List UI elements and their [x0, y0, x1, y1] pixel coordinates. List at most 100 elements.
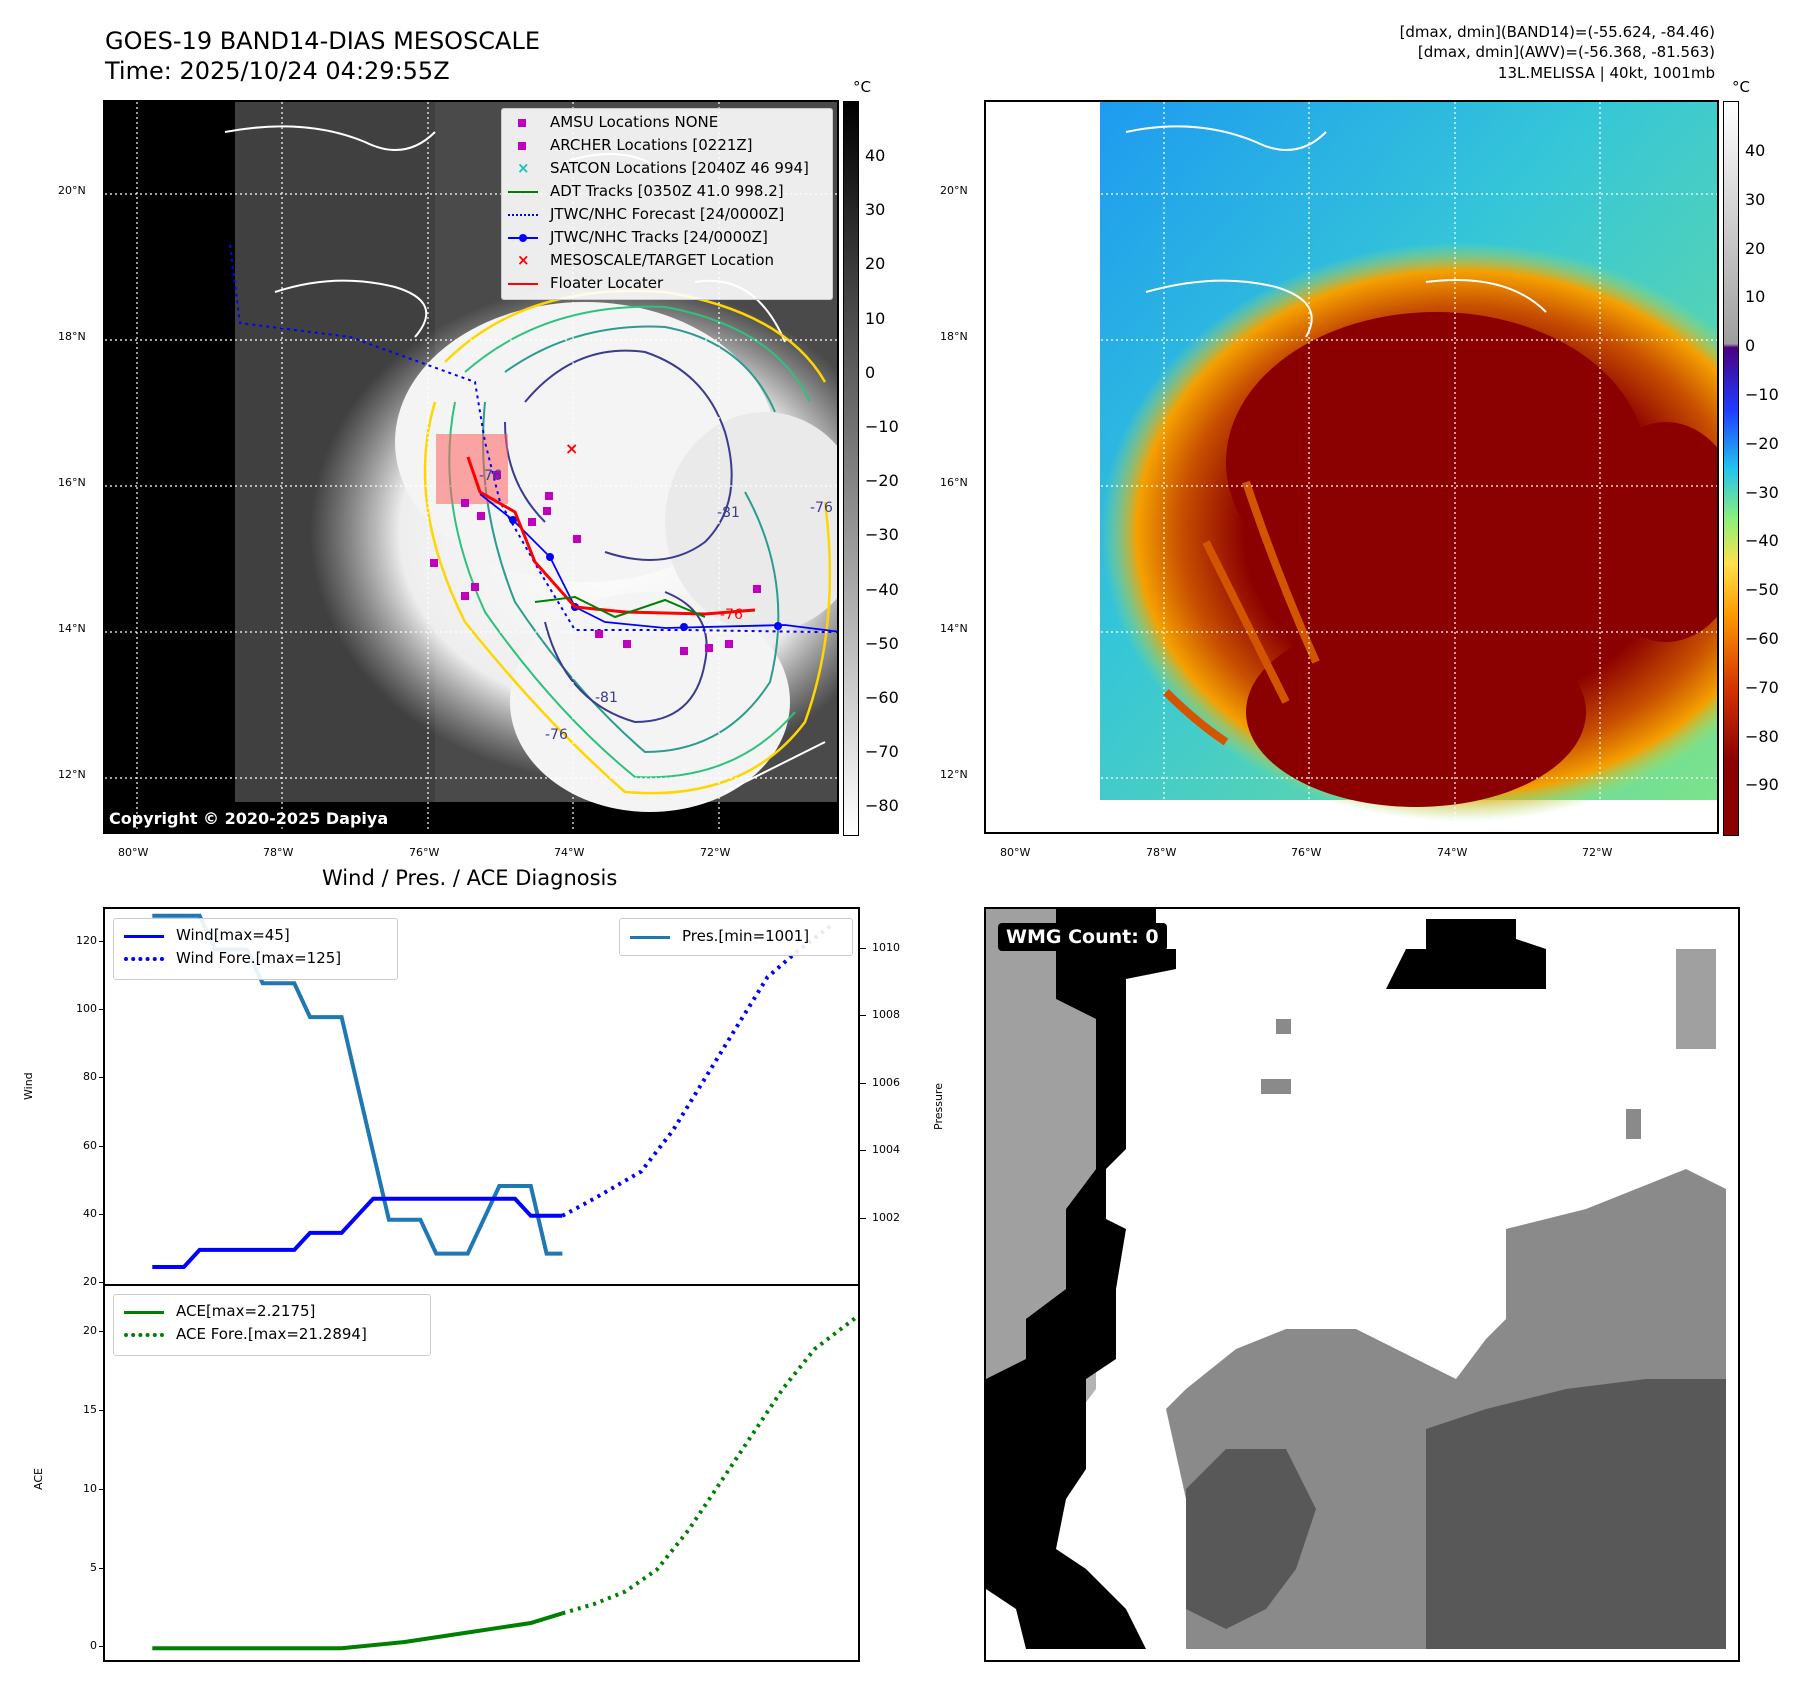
line-marker-icon: [508, 191, 538, 193]
lon-label: 80°W: [118, 846, 149, 859]
solid-line-icon: [124, 1311, 164, 1314]
colorbar-tick-label: 10: [865, 308, 886, 328]
legend-jtwc-forecast: JTWC/NHC Forecast [24/0000Z]: [502, 203, 832, 226]
panel-divider: [105, 1284, 858, 1286]
colorbar-tick-label: −30: [1745, 482, 1779, 502]
lat-label: 18°N: [58, 330, 86, 343]
legend-mesoscale: × MESOSCALE/TARGET Location: [502, 249, 832, 272]
colorbar-tick-label: −30: [865, 525, 899, 545]
solid-line-icon: [630, 936, 670, 939]
colorbar-tick-label: −80: [865, 796, 899, 816]
tick-mark: [99, 1077, 105, 1079]
colorbar-tick-label: 0: [865, 362, 876, 382]
pressure-legend: Pres.[min=1001]: [619, 918, 853, 956]
lat-label: 14°N: [940, 622, 968, 635]
ace-legend: ACE[max=2.2175] ACE Fore.[max=21.2894]: [113, 1294, 431, 1356]
legend-floater: Floater Locater: [502, 272, 832, 295]
tick-mark: [860, 1015, 866, 1017]
tick-mark: [99, 1213, 105, 1215]
legend-adt: ADT Tracks [0350Z 41.0 998.2]: [502, 180, 832, 203]
legend-amsu: AMSU Locations NONE: [502, 111, 832, 134]
ir-color-map: [984, 100, 1719, 834]
axis-tick-label: 1006: [872, 1075, 900, 1089]
lon-label: 72°W: [700, 846, 731, 859]
colorbar-tick-label: 0: [1745, 336, 1756, 356]
colorbar-tick-label: 30: [1745, 189, 1766, 209]
info-storm: 13L.MELISSA | 40kt, 1001mb: [1497, 64, 1715, 82]
wmg-grid: [986, 909, 1738, 1660]
wmg-count-label: WMG Count: 0: [998, 923, 1167, 951]
wind-axis-label: Wind: [22, 1072, 35, 1100]
legend-wind: Wind[max=45]: [176, 926, 290, 944]
tick-mark: [860, 1150, 866, 1152]
lon-label: 78°W: [1146, 846, 1177, 859]
legend-ace: ACE[max=2.2175]: [176, 1302, 316, 1320]
map-title-line1: GOES-19 BAND14-DIAS MESOSCALE: [105, 27, 541, 55]
color-map-graphics: [986, 102, 1717, 832]
colorbar-tick-label: 40: [1745, 141, 1766, 160]
square-marker-icon: [518, 142, 526, 150]
contour-label: -81: [595, 690, 618, 706]
axis-tick-label: 1002: [872, 1210, 900, 1224]
ir-grayscale-map: × -76 -81 -76 -81 -76 -76 AMSU Locations…: [103, 100, 839, 834]
colorbar-tick-label: −40: [865, 579, 899, 599]
legend-wind-fore: Wind Fore.[max=125]: [176, 949, 342, 967]
lat-label: 14°N: [58, 622, 86, 635]
colorbar-tick-label: −40: [1745, 531, 1779, 551]
contour-label: -76: [810, 500, 833, 516]
map-title-line2: Time: 2025/10/24 04:29:55Z: [105, 57, 450, 85]
colorbar-tick-label: −10: [1745, 385, 1779, 404]
colorbar-tick-label: 30: [865, 200, 886, 220]
lon-label: 80°W: [1000, 846, 1031, 859]
lon-label: 78°W: [263, 846, 294, 859]
legend-satcon: × SATCON Locations [2040Z 46 994]: [502, 157, 832, 180]
diagnosis-plot: [152, 913, 858, 1651]
legend-pres: Pres.[min=1001]: [682, 927, 810, 945]
tick-mark: [860, 1082, 866, 1084]
axis-tick-label: 1008: [872, 1008, 900, 1022]
dotted-line-icon: [124, 957, 164, 961]
mesoscale-target-marker: ×: [565, 439, 578, 458]
tick-mark: [99, 1567, 105, 1569]
floater-locater-track: [466, 456, 756, 616]
colorbar-tick-label: −50: [865, 633, 899, 653]
adt-track: [534, 595, 706, 619]
contour-label: -76: [720, 607, 743, 623]
info-band14: [dmax, dmin](BAND14)=(-55.624, -84.46): [1399, 23, 1715, 41]
square-marker-icon: [518, 119, 526, 127]
archer-markers: [430, 471, 761, 655]
lat-label: 12°N: [58, 768, 86, 781]
ir-map-gridlines: [105, 102, 837, 832]
diagnosis-panel: Wind[max=45] Wind Fore.[max=125] Pres.[m…: [103, 907, 860, 1662]
axis-tick-label: 80: [83, 1070, 97, 1084]
lon-label: 74°W: [554, 846, 585, 859]
axis-tick-label: 20: [83, 1275, 97, 1288]
colorbar-tick-label: 40: [865, 146, 886, 165]
colorbar-tick-label: −10: [865, 417, 899, 436]
legend-ace-fore: ACE Fore.[max=21.2894]: [176, 1325, 367, 1343]
axis-tick-label: 120: [76, 934, 97, 948]
lat-label: 16°N: [58, 476, 86, 489]
axis-tick-label: 1010: [872, 940, 900, 954]
legend-jtwc-tracks: JTWC/NHC Tracks [24/0000Z]: [502, 226, 832, 249]
color-map-gridlines: [986, 102, 1717, 832]
colorbar-tick-label: −60: [865, 688, 899, 707]
tick-mark: [99, 1145, 105, 1147]
wind-legend: Wind[max=45] Wind Fore.[max=125]: [113, 918, 398, 980]
lon-label: 76°W: [409, 846, 440, 859]
colorbar-tick-label: −70: [1745, 677, 1779, 697]
solid-line-icon: [124, 935, 164, 938]
line-marker-icon: [508, 283, 538, 285]
jtwc-forecast-track: [229, 244, 837, 633]
wmg-panel: WMG Count: 0: [984, 907, 1740, 1662]
colorbar-tick-label: −20: [1745, 433, 1779, 453]
colorbar-tick-label: −50: [1745, 580, 1779, 600]
x-marker-icon: ×: [517, 251, 530, 269]
lon-label: 76°W: [1291, 846, 1322, 859]
colorbar-color-unit: °C: [1732, 78, 1750, 96]
lat-label: 20°N: [58, 184, 86, 197]
contour-label: -81: [717, 505, 740, 521]
diagnosis-title: Wind / Pres. / ACE Diagnosis: [322, 866, 618, 890]
wind-forecast-line: [561, 924, 832, 1218]
colorbar-tick-label: −70: [865, 742, 899, 762]
